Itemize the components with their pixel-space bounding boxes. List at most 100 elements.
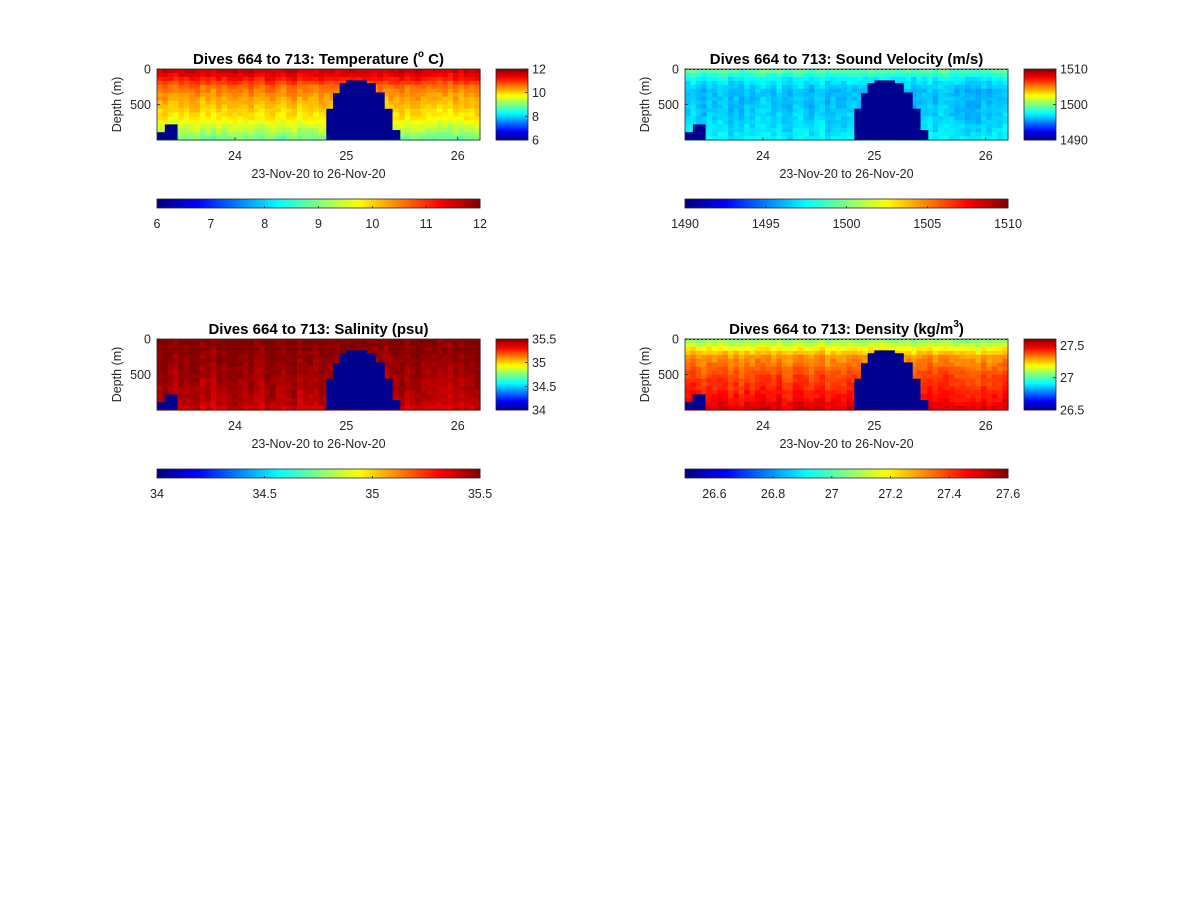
heatmap-cell — [291, 406, 298, 411]
heatmap-cell — [415, 378, 422, 383]
colorbar-swatch — [355, 469, 360, 478]
no-data-column — [860, 363, 869, 410]
heatmap-cell — [808, 346, 815, 352]
heatmap-cell — [830, 116, 837, 121]
heatmap-cell — [900, 339, 907, 344]
heatmap-cell — [232, 362, 239, 368]
heatmap-cell — [728, 92, 735, 98]
colorbar-swatch — [496, 126, 528, 129]
heatmap-cell — [248, 112, 255, 117]
heatmap-cell — [932, 108, 939, 113]
heatmap-cell — [205, 370, 212, 376]
heatmap-cell — [415, 128, 422, 133]
heatmap-cell — [420, 362, 427, 368]
heatmap-cell — [291, 69, 298, 74]
heatmap-cell — [846, 390, 853, 395]
heatmap-cell — [463, 132, 470, 137]
heatmap-cell — [808, 394, 815, 399]
colorbar-swatch — [288, 199, 293, 208]
heatmap-cell — [410, 378, 416, 383]
heatmap-cell — [162, 120, 169, 125]
heatmap-cell — [173, 382, 180, 387]
heatmap-cell — [685, 366, 691, 372]
heatmap-cell — [383, 362, 390, 368]
heatmap-cell — [458, 69, 465, 74]
heatmap-cell — [1002, 104, 1009, 110]
heatmap-cell — [685, 342, 691, 348]
heatmap-cell — [846, 128, 853, 133]
heatmap-cell — [964, 72, 971, 78]
heatmap-cell — [189, 80, 196, 86]
heatmap-cell — [340, 339, 347, 344]
heatmap-cell — [189, 398, 196, 403]
heatmap-cell — [259, 72, 266, 78]
heatmap-cell — [841, 374, 848, 380]
heatmap-cell — [270, 108, 277, 113]
heatmap-cell — [824, 342, 831, 348]
heatmap-cell — [226, 96, 233, 102]
heatmap-cell — [474, 386, 481, 391]
heatmap-cell — [706, 390, 713, 395]
colorbar-swatch — [496, 351, 528, 353]
heatmap-cell — [830, 104, 837, 110]
heatmap-cell — [237, 390, 244, 395]
heatmap-cell — [270, 402, 277, 407]
heatmap-cell — [706, 354, 713, 360]
colorbar-swatch — [426, 469, 431, 478]
heatmap-cell — [722, 378, 729, 383]
heatmap-cell — [291, 100, 298, 106]
colorbar-swatch — [496, 376, 528, 379]
heatmap-cell — [959, 406, 966, 411]
heatmap-cell — [803, 366, 810, 372]
colorbar-swatch — [496, 78, 528, 81]
heatmap-cell — [900, 342, 907, 348]
heatmap-cell — [178, 88, 185, 94]
heatmap-cell — [916, 366, 923, 372]
heatmap-cell — [695, 80, 702, 86]
heatmap-cell — [776, 402, 783, 407]
heatmap-cell — [841, 406, 848, 411]
heatmap-cell — [162, 69, 169, 74]
heatmap-cell — [280, 84, 287, 90]
heatmap-cell — [189, 386, 196, 391]
heatmap-cell — [178, 76, 185, 82]
heatmap-cell — [436, 382, 443, 387]
colorbar-swatch — [496, 343, 528, 346]
heatmap-cell — [453, 92, 460, 98]
heatmap-cell — [733, 136, 740, 141]
heatmap-cell — [415, 402, 422, 407]
heatmap-cell — [943, 76, 950, 82]
heatmap-cell — [453, 72, 460, 78]
heatmap-cell — [318, 370, 325, 376]
heatmap-cell — [760, 128, 767, 133]
colorbar-swatch — [1024, 122, 1056, 124]
heatmap-cell — [975, 69, 982, 74]
heatmap-cell — [426, 120, 433, 125]
heatmap-cell — [259, 382, 266, 387]
heatmap-cell — [431, 339, 438, 344]
heatmap-cell — [711, 402, 718, 407]
colorbar-swatch — [496, 405, 528, 408]
heatmap-cell — [167, 84, 174, 90]
heatmap-cell — [862, 76, 869, 82]
heatmap-cell — [701, 80, 708, 86]
heatmap-cell — [318, 84, 325, 90]
heatmap-cell — [808, 339, 815, 344]
heatmap-cell — [415, 72, 422, 78]
colorbar-swatch — [496, 130, 528, 132]
heatmap-cell — [216, 72, 223, 78]
heatmap-cell — [722, 350, 729, 356]
heatmap-cell — [237, 350, 244, 356]
heatmap-cell — [447, 378, 454, 383]
heatmap-cell — [323, 346, 330, 352]
heatmap-cell — [862, 80, 869, 86]
colorbar-swatch — [496, 387, 528, 390]
colorbar-swatch — [355, 199, 360, 208]
heatmap-cell — [200, 100, 207, 106]
heatmap-cell — [964, 346, 971, 352]
heatmap-cell — [830, 72, 837, 78]
heatmap-cell — [997, 354, 1004, 360]
heatmap-cell — [431, 104, 438, 110]
heatmap-cell — [259, 354, 266, 360]
heatmap-cell — [808, 406, 815, 411]
